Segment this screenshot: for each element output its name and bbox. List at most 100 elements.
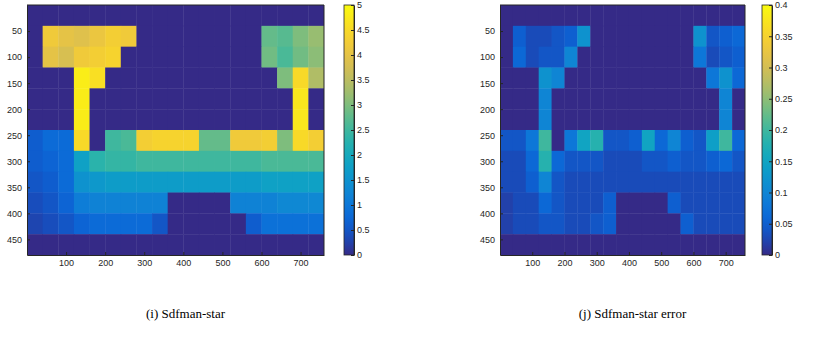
cell xyxy=(215,88,231,109)
caption: (i) Sdfman-star xyxy=(146,306,226,321)
tick: 4.5 xyxy=(351,25,370,35)
cell xyxy=(230,26,246,47)
cell xyxy=(552,88,565,109)
cell xyxy=(564,47,577,68)
cell xyxy=(58,151,74,172)
colorbar xyxy=(344,5,354,255)
tick-mark xyxy=(500,57,503,58)
cell xyxy=(168,5,184,26)
tick-label: 0.25 xyxy=(775,94,793,104)
cell xyxy=(616,88,629,109)
tick-mark xyxy=(183,252,184,255)
cell xyxy=(230,47,246,68)
cell xyxy=(27,130,43,151)
cell xyxy=(199,234,215,255)
cell xyxy=(693,234,706,255)
cell xyxy=(655,109,668,130)
tick: 1.5 xyxy=(351,175,370,185)
cell xyxy=(590,234,603,255)
cell xyxy=(230,213,246,234)
tick-label: 250 xyxy=(7,131,22,141)
tick: 500 xyxy=(215,252,230,268)
cell xyxy=(58,213,74,234)
cell xyxy=(603,88,616,109)
tick-mark xyxy=(500,187,503,188)
cell xyxy=(642,193,655,214)
cell xyxy=(90,151,106,172)
cell xyxy=(732,26,745,47)
tick: 100 xyxy=(480,52,503,62)
cell xyxy=(74,130,90,151)
cell xyxy=(308,5,324,26)
tick-mark xyxy=(27,213,30,214)
cell xyxy=(90,88,106,109)
cell xyxy=(616,26,629,47)
cell xyxy=(199,68,215,89)
tick-mark xyxy=(261,252,262,255)
cell xyxy=(732,213,745,234)
tick: 3 xyxy=(351,100,362,110)
tick-label: 500 xyxy=(215,258,230,268)
cell xyxy=(293,234,309,255)
tick-mark xyxy=(769,130,772,131)
caption: (j) Sdfman-star error xyxy=(579,306,687,321)
cell xyxy=(277,26,293,47)
cell xyxy=(719,5,732,26)
tick-label: 500 xyxy=(654,258,669,268)
tick: 300 xyxy=(7,157,30,167)
tick-mark xyxy=(351,180,354,181)
cell xyxy=(552,151,565,172)
tick-mark xyxy=(500,31,503,32)
cell xyxy=(590,88,603,109)
tick-label: 250 xyxy=(480,131,495,141)
cell xyxy=(577,172,590,193)
tick: 0.5 xyxy=(351,225,370,235)
cell xyxy=(43,47,59,68)
cell xyxy=(58,5,74,26)
cell xyxy=(293,68,309,89)
cell xyxy=(74,213,90,234)
cell xyxy=(539,213,552,234)
cell xyxy=(668,26,681,47)
tick-mark xyxy=(597,252,598,255)
cell xyxy=(655,130,668,151)
cell xyxy=(168,213,184,234)
cell xyxy=(293,47,309,68)
tick-mark xyxy=(769,36,772,37)
cell xyxy=(58,193,74,214)
cell xyxy=(642,68,655,89)
cell xyxy=(105,151,121,172)
cell xyxy=(668,193,681,214)
cell xyxy=(732,47,745,68)
cell xyxy=(105,26,121,47)
cell xyxy=(27,5,43,26)
cell xyxy=(564,234,577,255)
cell xyxy=(629,213,642,234)
tick: 1 xyxy=(351,200,362,210)
cell xyxy=(90,47,106,68)
tick: 300 xyxy=(480,157,503,167)
tick: 450 xyxy=(480,235,503,245)
tick-label: 300 xyxy=(137,258,152,268)
cell xyxy=(136,68,152,89)
tick: 100 xyxy=(7,52,30,62)
tick-label: 0.3 xyxy=(775,63,788,73)
tick-mark xyxy=(769,193,772,194)
tick: 500 xyxy=(654,252,669,268)
tick-mark xyxy=(769,255,772,256)
tick: 600 xyxy=(686,252,701,268)
tick: 100 xyxy=(59,252,74,268)
cell xyxy=(603,26,616,47)
tick-mark xyxy=(500,83,503,84)
cell xyxy=(642,5,655,26)
cell xyxy=(642,151,655,172)
cell xyxy=(706,151,719,172)
cell xyxy=(577,109,590,130)
cell xyxy=(183,88,199,109)
cell xyxy=(293,213,309,234)
cell xyxy=(577,151,590,172)
cell xyxy=(500,26,513,47)
tick-label: 150 xyxy=(480,79,495,89)
cell xyxy=(308,26,324,47)
cell xyxy=(74,172,90,193)
